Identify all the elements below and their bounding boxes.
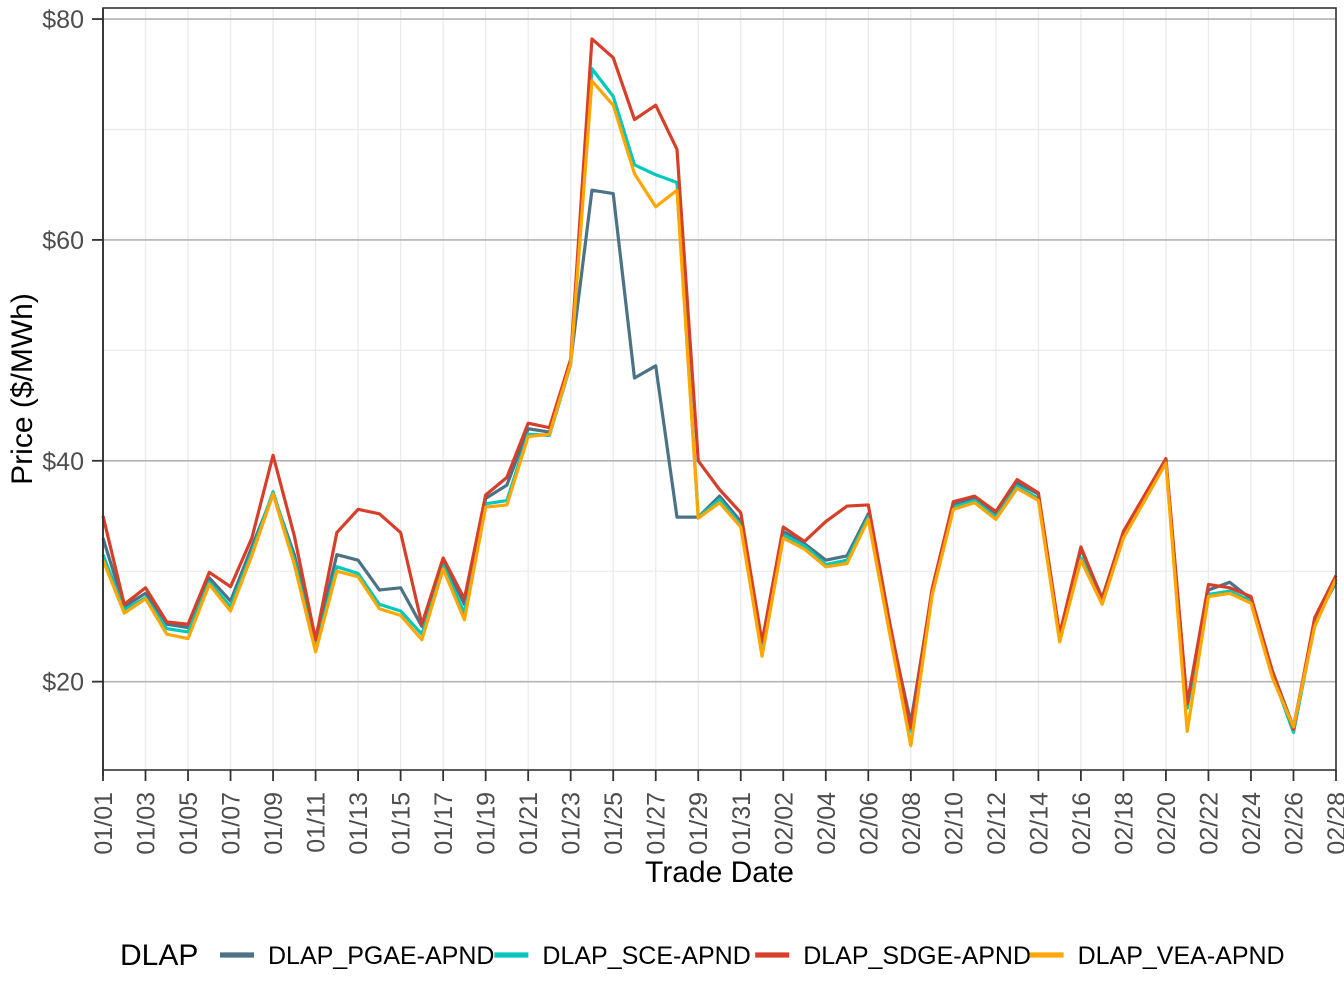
series-line-dlap-vea-apnd <box>101 79 1338 748</box>
x-tick-label: 02/08 <box>898 792 926 855</box>
x-tick-label: 02/22 <box>1195 792 1223 855</box>
x-tick-label: 02/26 <box>1280 792 1308 855</box>
x-tick-label: 01/31 <box>728 792 756 855</box>
series-lines <box>101 37 1338 748</box>
x-tick-label: 02/24 <box>1238 792 1266 855</box>
x-tick-label: 02/28 <box>1323 792 1344 855</box>
x-tick-label: 02/16 <box>1068 792 1096 855</box>
x-tick-label: 01/01 <box>90 792 118 855</box>
series-line-dlap-sdge-apnd <box>101 37 1338 731</box>
x-tick-label: 02/20 <box>1153 792 1181 855</box>
y-axis-title: Price ($/MWh) <box>6 293 39 485</box>
x-axis: 01/01 01/03 01/05 01/07 01/09 01/11 01/13 01/15… <box>90 770 1344 855</box>
chart-legend: DLAP DLAP_PGAE-APND DLAP_SCE-APND DLAP_SDGE… <box>120 939 1285 972</box>
legend-label-dlap-vea-apnd[interactable]: DLAP_VEA-APND <box>1078 942 1285 970</box>
x-tick-label: 02/18 <box>1110 792 1138 855</box>
y-tick-label: $20 <box>42 669 84 697</box>
x-tick-label: 01/03 <box>133 792 161 855</box>
x-tick-label: 02/12 <box>983 792 1011 855</box>
legend-title: DLAP <box>120 939 198 972</box>
legend-label-dlap-sdge-apnd[interactable]: DLAP_SDGE-APND <box>803 942 1031 970</box>
x-tick-label: 01/29 <box>685 792 713 855</box>
x-tick-label: 01/11 <box>303 792 331 853</box>
x-tick-label: 01/27 <box>643 792 671 855</box>
x-axis-title: Trade Date <box>645 856 794 889</box>
x-tick-label: 01/17 <box>430 792 458 855</box>
x-tick-label: 01/23 <box>558 792 586 855</box>
x-tick-label: 01/25 <box>600 792 628 855</box>
series-line-dlap-pgae-apnd <box>101 188 1338 729</box>
series-line-dlap-sce-apnd <box>101 67 1338 735</box>
x-tick-label: 02/14 <box>1025 792 1053 855</box>
x-tick-label: 01/21 <box>515 792 543 855</box>
x-tick-label: 01/19 <box>473 792 501 855</box>
minor-gridlines <box>102 8 1337 770</box>
x-tick-label: 01/07 <box>218 792 246 855</box>
y-tick-label: $80 <box>42 6 84 34</box>
x-tick-label: 01/09 <box>260 792 288 855</box>
x-tick-label: 01/05 <box>175 792 203 855</box>
x-tick-label: 01/13 <box>345 792 373 855</box>
y-axis: $20 $40 $60 $80 <box>42 6 104 776</box>
x-tick-label: 02/10 <box>940 792 968 855</box>
x-tick-label: 01/15 <box>388 792 416 855</box>
x-tick-label: 02/04 <box>813 792 841 855</box>
x-tick-label: 02/06 <box>855 792 883 855</box>
legend-label-dlap-sce-apnd[interactable]: DLAP_SCE-APND <box>542 942 750 970</box>
major-gridlines <box>103 18 1336 683</box>
legend-label-dlap-pgae-apnd[interactable]: DLAP_PGAE-APND <box>268 942 494 970</box>
x-tick-label: 02/02 <box>770 792 798 855</box>
plot-panel-border <box>102 7 1337 771</box>
y-tick-label: $60 <box>42 227 84 255</box>
y-tick-label: $40 <box>42 448 84 476</box>
